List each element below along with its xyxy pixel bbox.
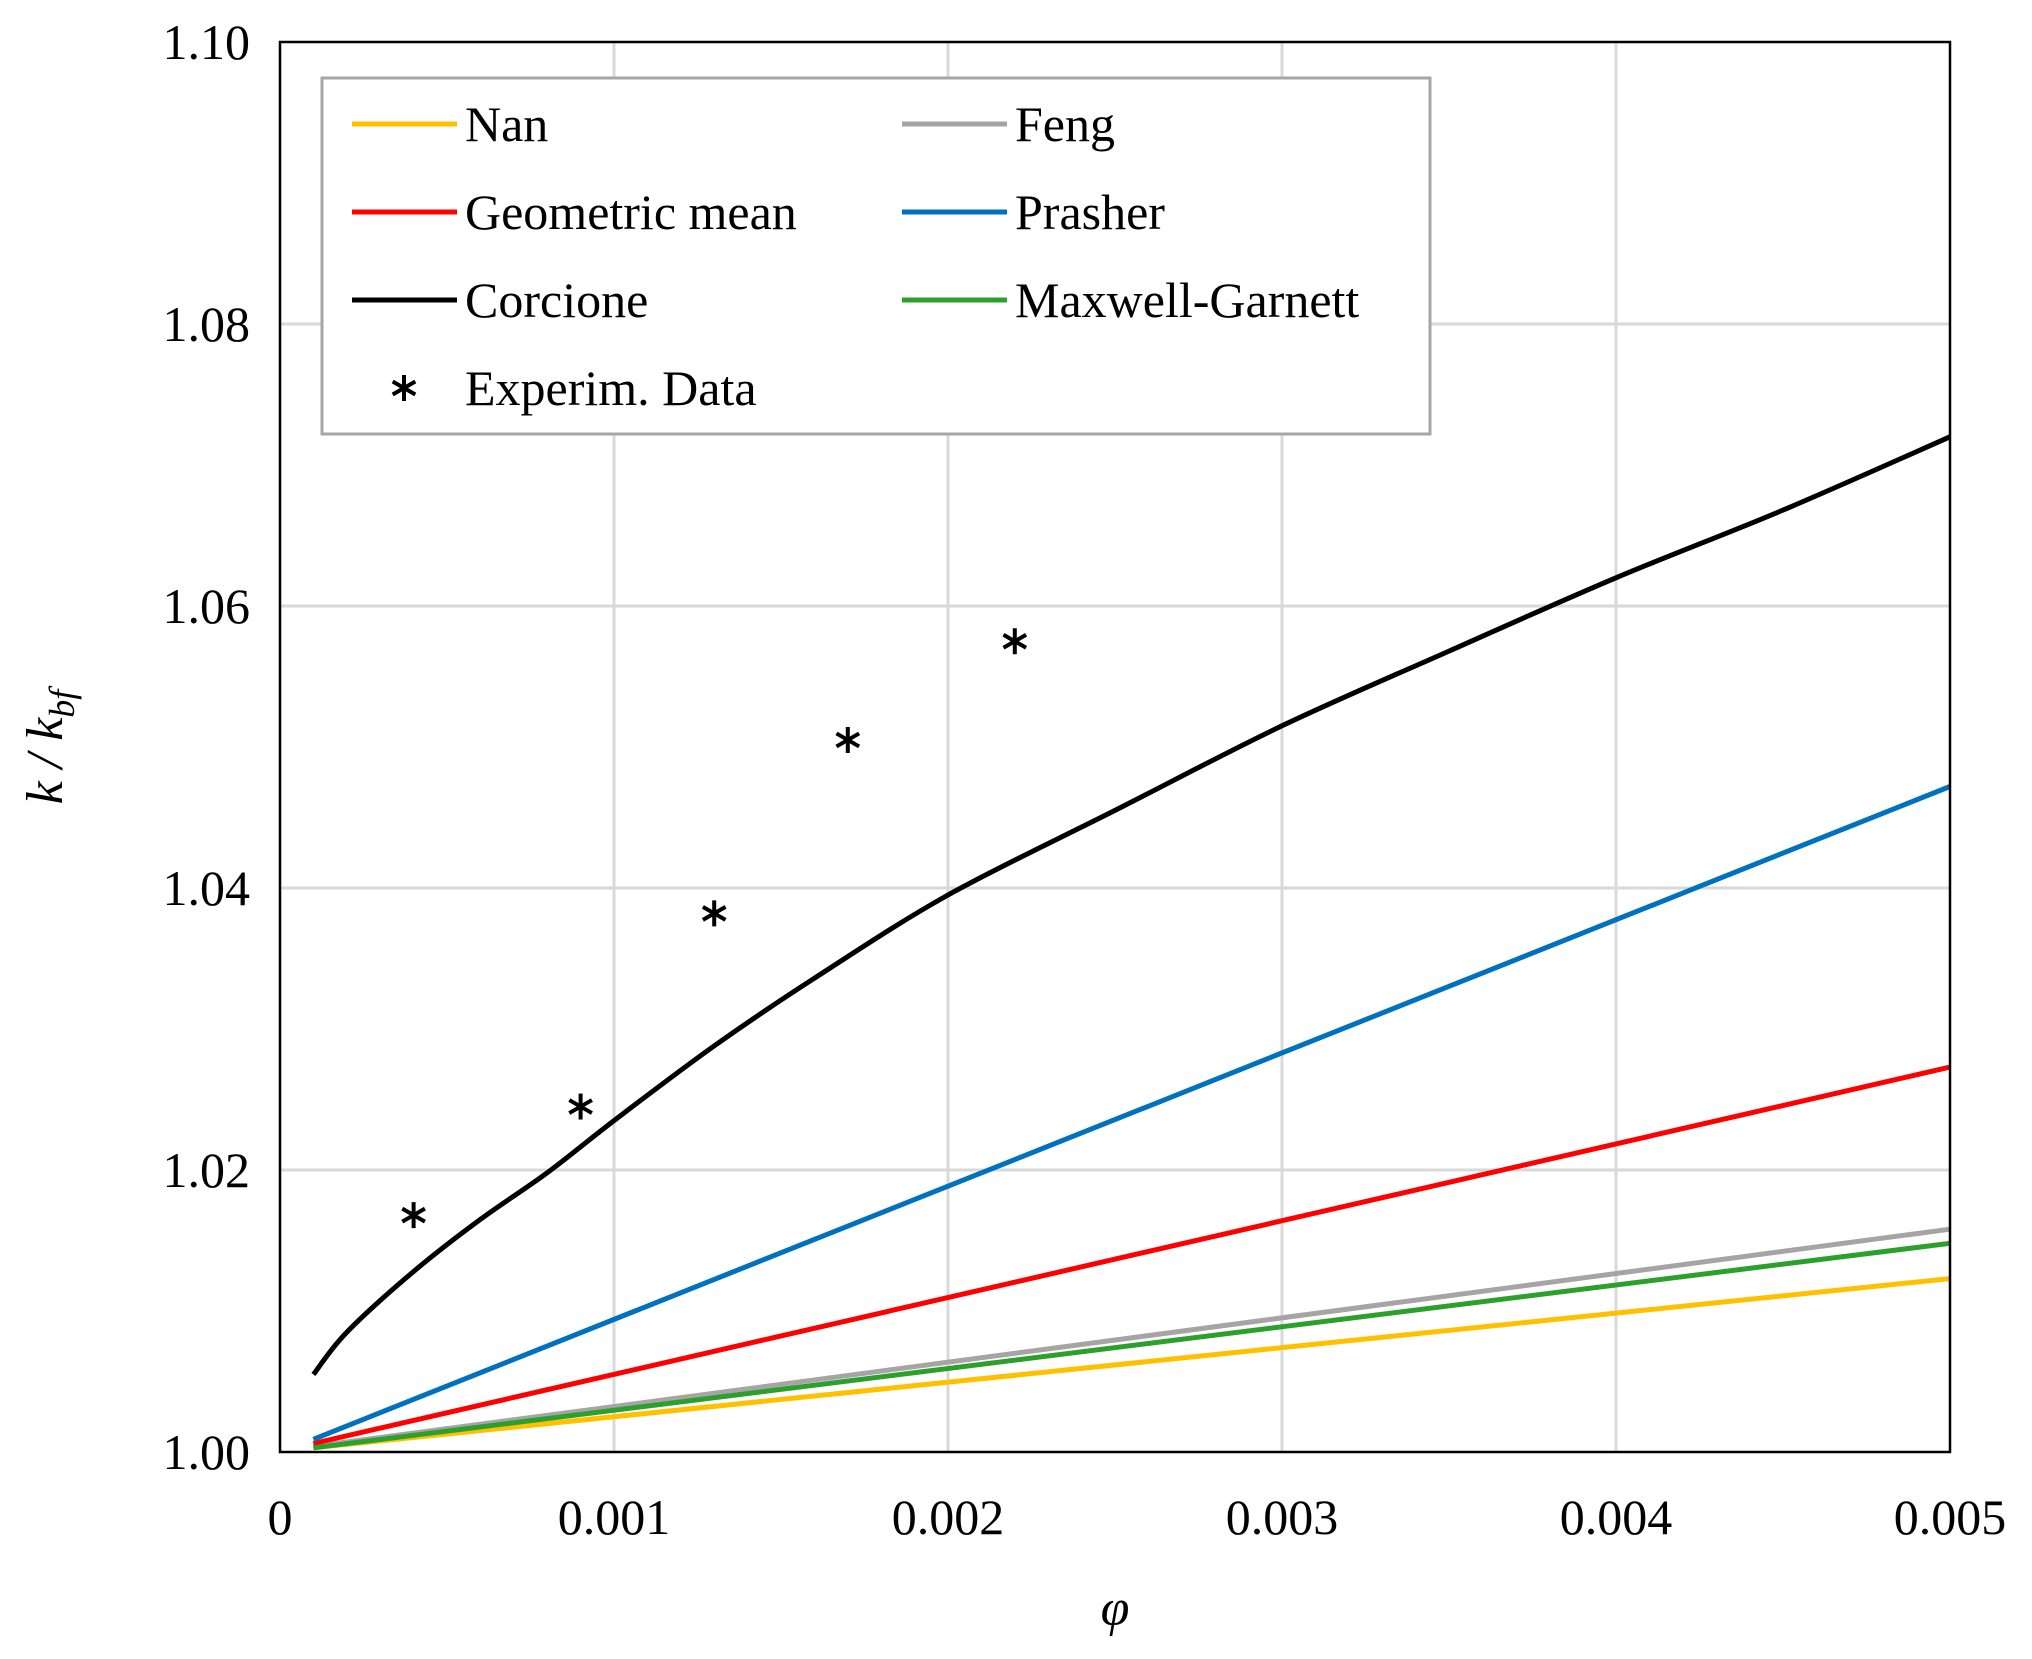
- legend-item-corcione: Corcione: [352, 272, 648, 328]
- legend-label: Nan: [465, 96, 548, 152]
- series-lines: [311, 434, 1952, 1451]
- x-tick-label: 0: [268, 1489, 293, 1545]
- data-point-experim-data: [701, 900, 727, 927]
- legend-label: Feng: [1015, 96, 1115, 152]
- legend-item-feng: Feng: [902, 96, 1115, 152]
- x-tick-label: 0.003: [1226, 1489, 1339, 1545]
- y-tick-label: 1.04: [163, 860, 251, 916]
- y-tick-label: 1.08: [163, 296, 251, 352]
- x-tick-label: 0.005: [1894, 1489, 2007, 1545]
- legend-item-experim-data: Experim. Data: [391, 360, 757, 416]
- y-axis-ticks: 1.00 1.02 1.04 1.06 1.08 1.10: [163, 14, 251, 1480]
- legend-item-nan: Nan: [352, 96, 548, 152]
- series-line-corcione: [311, 434, 1952, 1377]
- legend-label: Experim. Data: [465, 360, 757, 416]
- legend-label: Corcione: [465, 272, 648, 328]
- series-markers: [401, 628, 1028, 1229]
- legend-item-maxwell-garnett: Maxwell-Garnett: [902, 272, 1359, 328]
- legend-item-prasher: Prasher: [902, 184, 1165, 240]
- y-axis-title: k / kbf: [17, 685, 82, 805]
- legend-label: Geometric mean: [465, 184, 797, 240]
- y-tick-label: 1.00: [163, 1424, 251, 1480]
- series-line-feng: [313, 1226, 1951, 1449]
- y-axis-title-base: k / k: [17, 717, 74, 805]
- legend-item-geometric-mean: Geometric mean: [352, 184, 797, 240]
- data-point-experim-data: [835, 726, 861, 753]
- legend-label: Prasher: [1015, 184, 1165, 240]
- legend-box: [320, 76, 1432, 436]
- y-tick-label: 1.02: [163, 1142, 251, 1198]
- y-tick-label: 1.06: [163, 578, 251, 634]
- x-axis-title: φ: [1101, 1580, 1130, 1637]
- data-point-experim-data: [401, 1202, 426, 1229]
- series-line-maxwell-garnett: [313, 1240, 1951, 1451]
- legend: Nan Feng Geometric mean Prasher Corcione Maxw…: [320, 76, 1432, 436]
- x-tick-label: 0.001: [558, 1489, 671, 1545]
- y-tick-label: 1.10: [163, 14, 251, 70]
- y-axis-title-subscript: bf: [42, 685, 82, 718]
- series-line-geometric-mean: [312, 1064, 1951, 1446]
- series-line-prasher: [312, 784, 1951, 1442]
- x-axis-ticks: 0 0.001 0.002 0.003 0.004 0.005: [268, 1489, 2007, 1545]
- data-point-experim-data: [568, 1093, 593, 1120]
- legend-label: Maxwell-Garnett: [1015, 272, 1359, 328]
- x-tick-label: 0.002: [892, 1489, 1005, 1545]
- plot-area-frame: [278, 40, 1952, 1454]
- x-tick-label: 0.004: [1560, 1489, 1673, 1545]
- series-line-nan: [313, 1276, 1951, 1451]
- legend-swatch: [391, 375, 417, 401]
- data-point-experim-data: [1002, 628, 1028, 655]
